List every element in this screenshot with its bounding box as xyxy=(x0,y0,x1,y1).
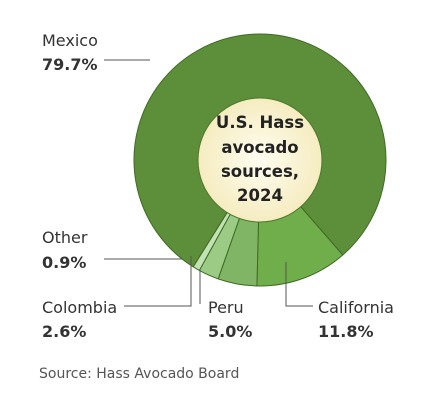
label-peru-value: 5.0% xyxy=(208,322,252,341)
leader-lines xyxy=(104,59,313,307)
label-other-name: Other xyxy=(42,228,88,247)
center-disc xyxy=(197,97,323,223)
label-mexico-name: Mexico xyxy=(42,31,98,50)
label-other-value: 0.9% xyxy=(42,253,86,272)
center-title-line-2: avocado xyxy=(221,138,298,157)
label-peru-name: Peru xyxy=(208,298,244,317)
center-title-line-4: 2024 xyxy=(237,186,283,205)
leader-colombia xyxy=(124,256,192,307)
source-note: Source: Hass Avocado Board xyxy=(39,366,240,382)
label-mexico-value: 79.7% xyxy=(42,55,98,74)
label-colombia-name: Colombia xyxy=(42,298,117,317)
label-california-value: 11.8% xyxy=(318,322,374,341)
label-colombia-value: 2.6% xyxy=(42,322,86,341)
leader-california xyxy=(285,262,313,307)
center-title-line-3: sources, xyxy=(221,162,299,181)
center-title-line-1: U.S. Hass xyxy=(216,113,304,132)
label-california-name: California xyxy=(318,298,394,317)
